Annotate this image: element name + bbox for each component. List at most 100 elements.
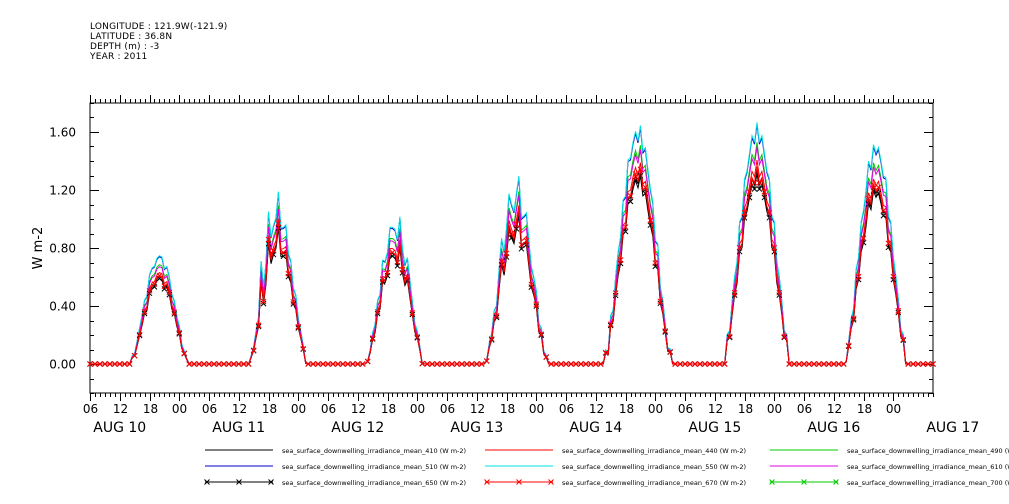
series-marker <box>885 240 892 247</box>
series-marker <box>340 361 346 367</box>
series-marker <box>845 342 852 349</box>
series-marker <box>677 361 683 367</box>
series-marker <box>573 361 579 367</box>
series-marker <box>136 331 143 338</box>
series-marker <box>667 348 674 355</box>
series-marker <box>711 361 718 367</box>
series-marker <box>330 361 336 367</box>
legend-marker-icon <box>204 479 210 485</box>
series-marker <box>419 360 426 367</box>
series-marker <box>597 361 604 367</box>
series-line-5 <box>90 146 933 365</box>
series-marker <box>305 361 312 367</box>
series-marker <box>528 281 535 288</box>
series-marker <box>97 361 103 367</box>
x-date-label: AUG 14 <box>569 420 622 436</box>
series-marker <box>702 361 708 367</box>
legend-marker-icon <box>769 479 775 485</box>
series-marker <box>429 361 436 367</box>
series-marker <box>121 361 128 367</box>
series-marker <box>260 298 267 305</box>
series-marker <box>880 207 887 214</box>
series-marker <box>568 361 574 367</box>
series-marker <box>345 361 351 367</box>
series-marker <box>166 289 173 296</box>
series-marker <box>156 272 163 279</box>
series-marker <box>245 361 252 367</box>
series-marker <box>826 361 832 367</box>
series-line-7 <box>90 166 933 365</box>
series-marker <box>409 309 416 316</box>
legend-label: sea_surface_downwelling_irradiance_mean_… <box>847 463 1009 471</box>
x-tick-label: 18 <box>381 402 396 416</box>
series-line-4 <box>90 122 933 365</box>
legend-label: sea_surface_downwelling_irradiance_mean_… <box>282 479 466 487</box>
series-marker <box>325 361 331 367</box>
series-marker <box>518 241 525 248</box>
y-tick-label: 0.80 <box>49 242 76 256</box>
series-marker <box>920 361 926 367</box>
legend-label: sea_surface_downwelling_irradiance_mean_… <box>562 479 746 487</box>
series-marker <box>756 180 763 186</box>
series-marker <box>444 361 450 367</box>
x-tick-label: 18 <box>262 402 277 416</box>
legend-item: sea_surface_downwelling_irradiance_mean_… <box>484 479 746 487</box>
x-tick-label: 00 <box>767 402 782 416</box>
series-marker <box>875 184 882 191</box>
series-marker <box>310 361 317 367</box>
series-marker <box>791 361 798 367</box>
series-marker <box>399 266 406 273</box>
series-marker <box>389 249 396 256</box>
series-marker <box>181 350 188 357</box>
x-tick-label: 00 <box>648 402 663 416</box>
legend-label: sea_surface_downwelling_irradiance_mean_… <box>282 447 466 455</box>
series-marker <box>578 361 584 367</box>
x-tick-label: 06 <box>797 402 812 416</box>
legend-marker-icon <box>268 479 274 485</box>
x-tick-label: 00 <box>886 402 901 416</box>
series-marker <box>890 273 897 280</box>
series-marker <box>682 361 688 367</box>
series-marker <box>498 258 505 265</box>
series-line-3 <box>90 124 933 365</box>
series-marker <box>657 298 664 305</box>
series-marker <box>692 361 698 367</box>
series-marker <box>87 361 93 367</box>
legend-label: sea_surface_downwelling_irradiance_mean_… <box>282 463 466 471</box>
x-date-label: AUG 16 <box>807 420 860 436</box>
x-tick-label: 06 <box>440 402 455 416</box>
legend-marker-icon <box>801 479 807 485</box>
series-marker <box>335 361 341 367</box>
series-marker <box>255 322 262 329</box>
series-marker <box>726 333 733 340</box>
plot-frame <box>89 102 934 394</box>
series-marker <box>503 250 510 257</box>
series-marker <box>116 361 123 367</box>
legend-marker-icon <box>548 479 554 485</box>
series-marker <box>741 209 748 216</box>
series-marker <box>553 361 559 367</box>
series-marker <box>905 361 912 367</box>
series-marker <box>637 166 644 173</box>
y-tick-label: 1.20 <box>49 184 76 198</box>
series-marker <box>736 244 743 251</box>
series-marker <box>543 354 550 360</box>
series-marker <box>275 220 282 227</box>
series-marker <box>141 308 148 315</box>
series-marker <box>642 184 649 191</box>
series-marker <box>171 309 178 316</box>
series-marker <box>106 361 113 367</box>
series-marker <box>627 198 634 205</box>
legend-item: sea_surface_downwelling_irradiance_mean_… <box>485 447 746 455</box>
series-marker <box>563 361 569 367</box>
series-marker <box>607 321 614 328</box>
series-marker <box>830 361 837 367</box>
x-date-label: AUG 11 <box>212 420 265 436</box>
legend-item: sea_surface_downwelling_irradiance_mean_… <box>204 479 466 487</box>
series-marker <box>657 300 664 307</box>
series-marker <box>642 190 649 197</box>
series-marker <box>548 361 555 367</box>
legend-item: sea_surface_downwelling_irradiance_mean_… <box>770 447 1009 455</box>
series-marker <box>513 226 520 232</box>
